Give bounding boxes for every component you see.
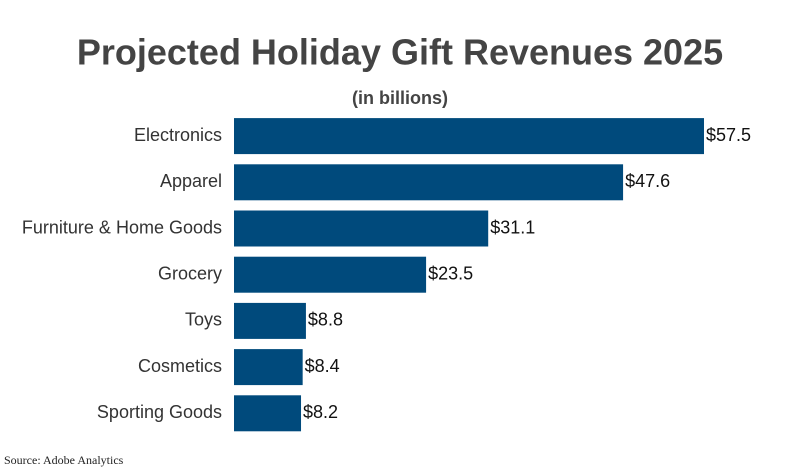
value-label: $8.2: [303, 402, 338, 422]
bar: [234, 395, 302, 432]
value-label: $8.4: [305, 356, 340, 376]
category-label: Cosmetics: [138, 356, 222, 376]
bar: [234, 118, 704, 155]
value-label: $47.6: [625, 171, 670, 191]
value-label: $8.8: [308, 310, 343, 330]
value-label: $57.5: [706, 125, 751, 145]
value-label: $31.1: [490, 217, 535, 237]
bar: [234, 349, 303, 386]
chart-subtitle: (in billions): [352, 88, 448, 108]
bar: [234, 256, 427, 293]
category-label: Apparel: [160, 171, 222, 191]
source-note: Source: Adobe Analytics: [4, 453, 124, 467]
category-label: Furniture & Home Goods: [22, 217, 222, 237]
bar: [234, 302, 306, 339]
chart-title: Projected Holiday Gift Revenues 2025: [77, 32, 723, 73]
category-label: Sporting Goods: [97, 402, 222, 422]
value-label: $23.5: [428, 263, 473, 283]
bar: [234, 210, 489, 247]
category-label: Grocery: [158, 263, 222, 283]
category-label: Toys: [185, 310, 222, 330]
category-label: Electronics: [134, 125, 222, 145]
bar: [234, 164, 624, 201]
